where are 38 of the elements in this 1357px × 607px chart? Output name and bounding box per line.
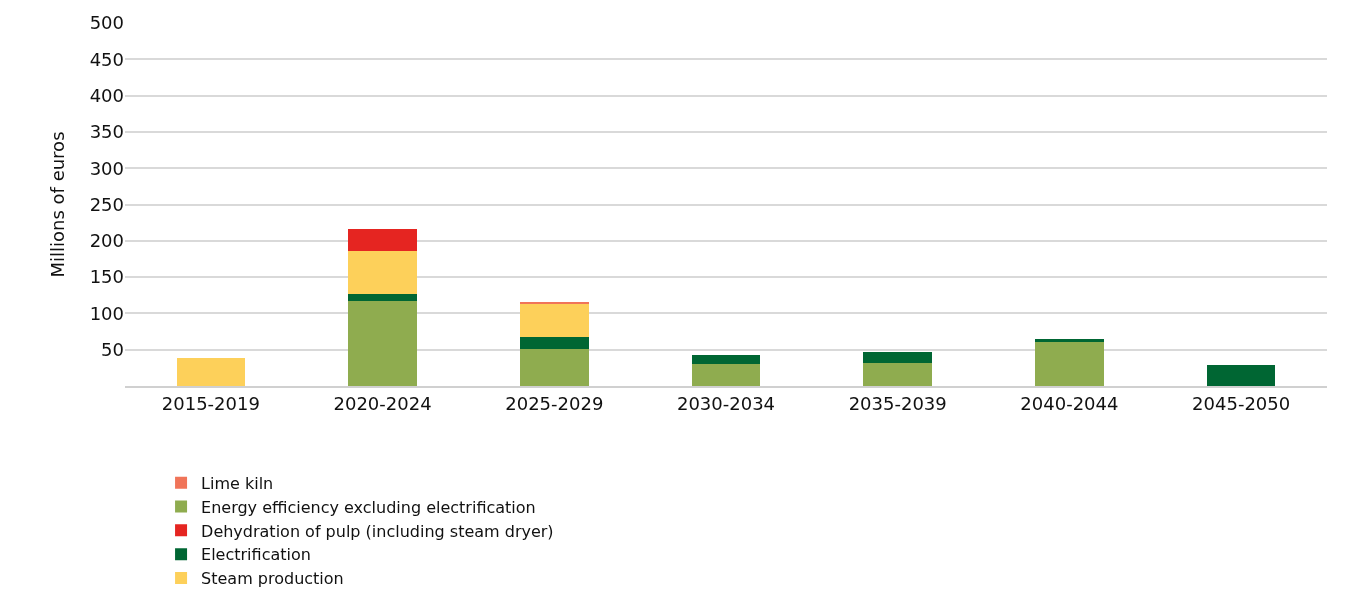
y-tick-label: 500 <box>89 12 124 34</box>
bar <box>176 358 246 386</box>
y-axis-title: Millions of euros <box>46 131 68 278</box>
legend-label: Electrification <box>201 545 311 565</box>
y-tick-label: 300 <box>89 157 124 179</box>
x-tick-label: 2015-2019 <box>161 392 260 414</box>
bar <box>863 362 933 386</box>
bar <box>348 250 417 294</box>
bar <box>348 301 417 386</box>
x-tick-label: 2040-2044 <box>1020 392 1119 414</box>
x-tick-label: 2020-2024 <box>333 392 432 414</box>
bar <box>519 303 589 338</box>
bar <box>519 348 589 386</box>
x-tick-label: 2030-2034 <box>676 392 776 414</box>
legend-label: Steam production <box>201 569 344 589</box>
bar <box>691 354 761 365</box>
x-tick-label: 2045-2050 <box>1192 392 1291 414</box>
legend-label: Energy efficiency excluding electrification <box>201 497 536 517</box>
bar <box>863 351 933 363</box>
y-tick-label: 200 <box>89 230 124 252</box>
bar <box>348 293 417 302</box>
x-tick-label: 2025-2029 <box>505 392 604 414</box>
bar <box>1035 342 1104 386</box>
y-tick-label: 450 <box>89 48 124 70</box>
bar <box>1206 364 1276 386</box>
bar <box>691 364 761 386</box>
y-tick-label: 50 <box>101 339 124 360</box>
y-tick-label: 400 <box>89 84 124 106</box>
bar <box>519 301 589 304</box>
bar <box>519 337 589 349</box>
y-tick-label: 100 <box>89 302 124 324</box>
bar <box>348 229 417 251</box>
y-tick-label: 150 <box>89 266 124 288</box>
legend-label: Dehydration of pulp (including steam dryer) <box>201 521 554 541</box>
y-tick-label: 250 <box>89 193 124 215</box>
y-tick-label: 350 <box>89 121 124 143</box>
legend-label: Lime kiln <box>201 474 274 493</box>
x-tick-label: 2035-2039 <box>848 392 947 414</box>
